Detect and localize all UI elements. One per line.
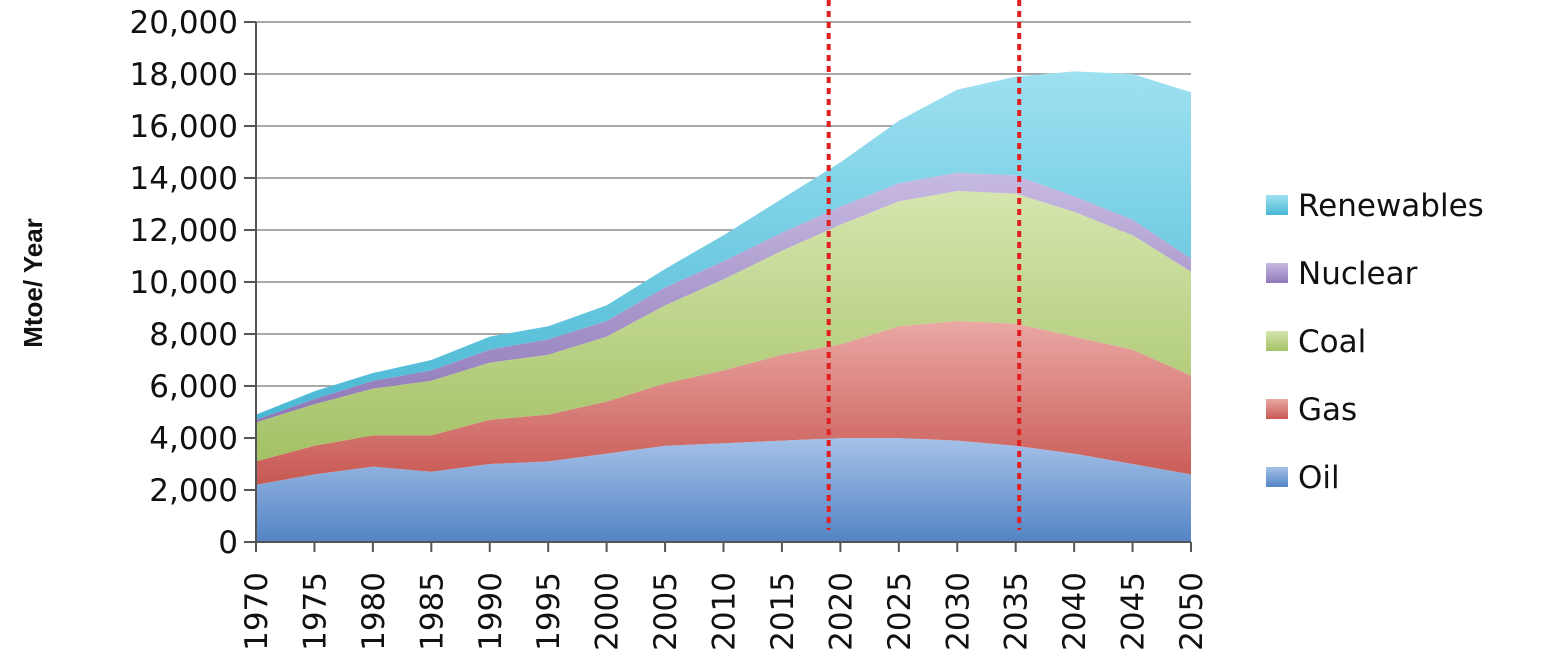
x-tick-label: 1970 bbox=[239, 572, 275, 651]
y-tick-label: 2,000 bbox=[149, 473, 238, 509]
x-tick-label: 2020 bbox=[823, 572, 859, 651]
legend-swatch bbox=[1266, 331, 1288, 351]
x-tick-label: 2025 bbox=[882, 572, 918, 651]
y-tick-label: 16,000 bbox=[130, 109, 238, 145]
legend-swatch bbox=[1266, 399, 1288, 419]
y-axis-label: Mtoe/ Year bbox=[18, 218, 48, 348]
legend-label: Gas bbox=[1298, 392, 1357, 428]
legend-swatch bbox=[1266, 467, 1288, 487]
x-tick-label: 1995 bbox=[531, 572, 567, 651]
legend: Renewables Nuclear Coal Gas Oil bbox=[1266, 188, 1484, 496]
y-tick-label: 4,000 bbox=[149, 421, 238, 457]
legend-label: Renewables bbox=[1298, 188, 1484, 224]
x-tick-label: 2015 bbox=[765, 572, 801, 651]
y-tick-label: 10,000 bbox=[130, 265, 238, 301]
area-nuclear bbox=[256, 172, 1191, 423]
x-tick-label: 1980 bbox=[356, 572, 392, 651]
area-coal bbox=[256, 191, 1191, 462]
x-tick-label: 2045 bbox=[1116, 572, 1152, 651]
legend-label: Oil bbox=[1298, 460, 1340, 496]
area-gas bbox=[256, 321, 1191, 485]
legend-item-renewables: Renewables bbox=[1266, 188, 1484, 224]
area-renewables bbox=[256, 71, 1191, 420]
legend-item-nuclear: Nuclear bbox=[1266, 256, 1418, 292]
y-tick-label: 12,000 bbox=[130, 213, 238, 249]
legend-swatch bbox=[1266, 195, 1288, 215]
y-tick-label: 18,000 bbox=[130, 57, 238, 93]
stacked-areas bbox=[256, 71, 1191, 542]
x-tick-label: 2030 bbox=[940, 572, 976, 651]
y-tick-label: 0 bbox=[218, 525, 238, 561]
y-tick-label: 6,000 bbox=[149, 369, 238, 405]
x-tick-label: 1990 bbox=[473, 572, 509, 651]
x-tick-label: 2000 bbox=[590, 572, 626, 651]
x-tick-label: 2035 bbox=[999, 572, 1035, 651]
legend-swatch bbox=[1266, 263, 1288, 283]
x-tick-label: 2050 bbox=[1174, 572, 1210, 651]
vertical-markers bbox=[826, 0, 1022, 530]
area-oil bbox=[256, 438, 1191, 542]
legend-label: Nuclear bbox=[1298, 256, 1418, 292]
legend-item-oil: Oil bbox=[1266, 460, 1340, 496]
y-tick-label: 14,000 bbox=[130, 161, 238, 197]
legend-item-coal: Coal bbox=[1266, 324, 1366, 360]
x-tick-label: 2040 bbox=[1057, 572, 1093, 651]
y-tick-label: 20,000 bbox=[130, 5, 238, 41]
x-tick-label: 1975 bbox=[297, 572, 333, 651]
x-tick-label: 2005 bbox=[648, 572, 684, 651]
axes bbox=[244, 21, 1192, 552]
y-tick-label: 8,000 bbox=[149, 317, 238, 353]
legend-item-gas: Gas bbox=[1266, 392, 1357, 428]
x-tick-label: 2010 bbox=[707, 572, 743, 651]
x-tick-label: 1985 bbox=[414, 572, 450, 651]
tick-labels: 0 2,000 4,000 6,000 8,000 10,000 12,000 14,000 1… bbox=[130, 5, 1210, 651]
legend-label: Coal bbox=[1298, 324, 1366, 360]
